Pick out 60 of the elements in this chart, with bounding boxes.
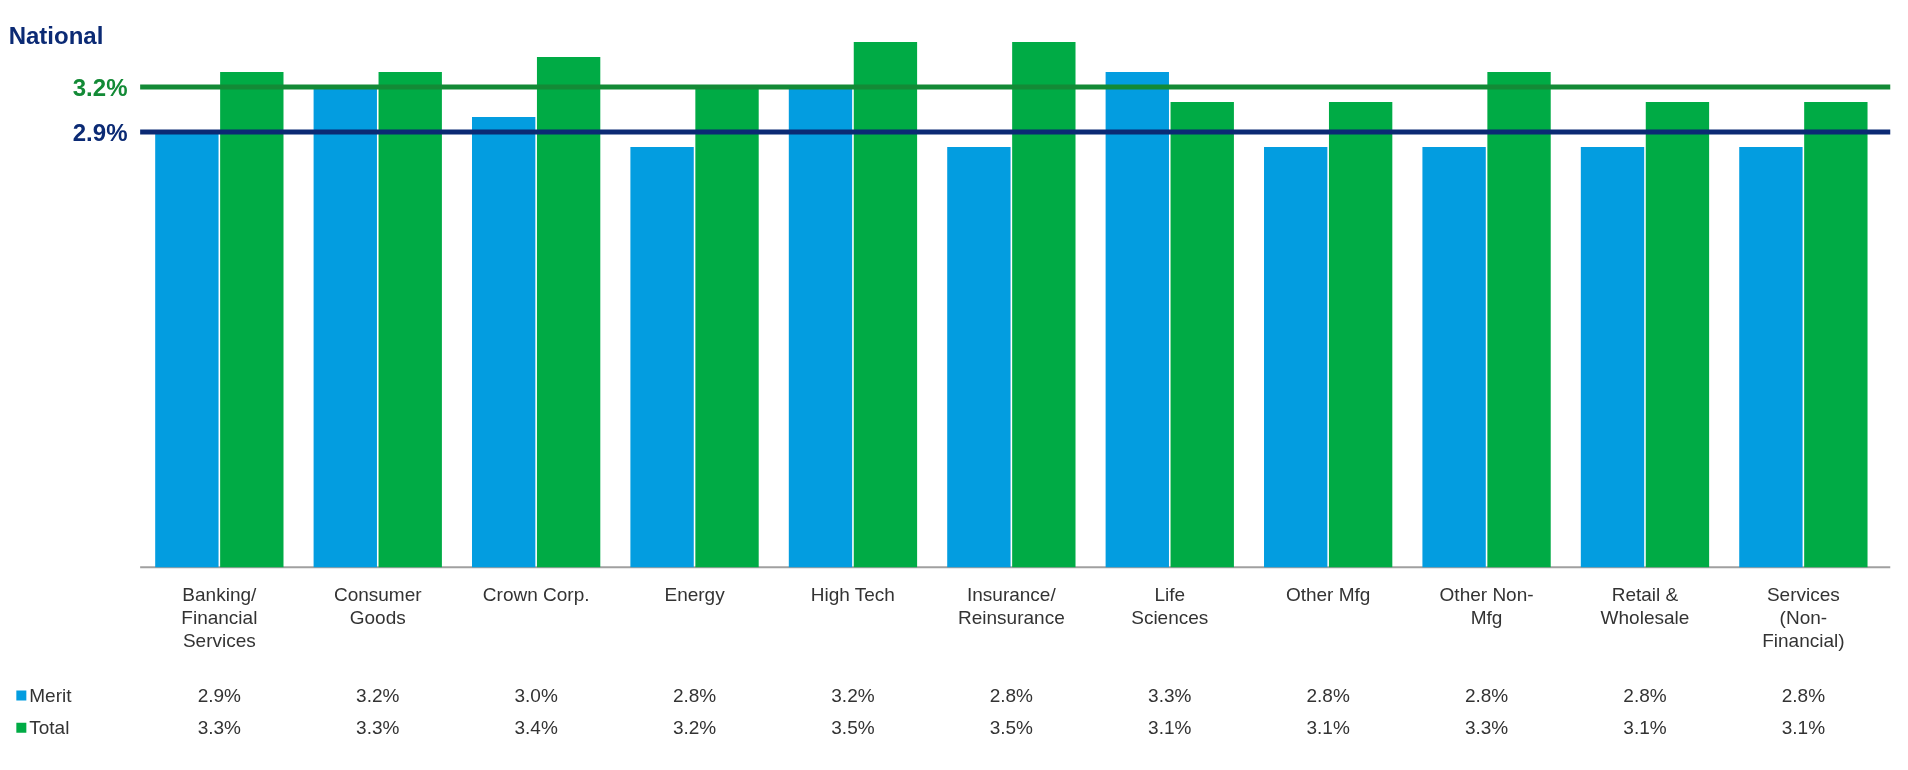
- x-tick-label: Life Sciences: [1131, 584, 1209, 629]
- bar: [472, 117, 536, 568]
- ref-line-label: 3.2%: [72, 73, 128, 101]
- x-tick-label: High Tech: [810, 584, 895, 606]
- data-label: 3.2%: [831, 684, 875, 706]
- bar: [378, 72, 442, 568]
- data-label: 2.8%: [1306, 684, 1350, 706]
- bar: [220, 72, 284, 568]
- bar: [1580, 147, 1645, 568]
- data-label: 2.8%: [1464, 684, 1509, 706]
- bar: [788, 87, 853, 568]
- bar: [155, 132, 219, 568]
- x-tick-label: Retail & Wholesale: [1600, 584, 1690, 629]
- x-tick-label: Crown Corp.: [482, 584, 590, 606]
- data-label: 3.1%: [1148, 717, 1192, 739]
- data-label: 2.8%: [1623, 684, 1667, 706]
- bar: [1487, 72, 1551, 568]
- x-tick-label: Insurance/Reinsurance: [958, 584, 1065, 629]
- x-tick-label: Other Non-Mfg: [1439, 584, 1534, 629]
- data-label: 3.3%: [197, 717, 242, 739]
- bar: [853, 42, 918, 568]
- bar: [1804, 102, 1868, 568]
- data-label: 3.5%: [989, 717, 1034, 739]
- data-label: 3.3%: [1148, 684, 1192, 706]
- bar: [1170, 102, 1234, 568]
- bar: [1422, 147, 1486, 568]
- bar: [1328, 102, 1393, 568]
- data-label: 3.5%: [831, 717, 875, 739]
- data-label: 3.0%: [514, 684, 558, 706]
- legend-label: Merit: [29, 684, 73, 706]
- data-label: 2.9%: [197, 684, 242, 706]
- legend-label: Total: [29, 717, 70, 739]
- data-label: 2.8%: [989, 684, 1034, 706]
- x-tick-label: Other Mfg: [1285, 584, 1371, 606]
- data-label: 2.8%: [672, 684, 717, 706]
- data-label: 3.2%: [356, 684, 400, 706]
- x-tick-label: Banking/Financial Services: [181, 584, 258, 652]
- bar: [536, 57, 601, 568]
- x-tick-label: Services (Non-Financial): [1762, 584, 1845, 652]
- ref-line-label: 2.9%: [72, 118, 128, 146]
- data-label: 3.1%: [1781, 717, 1826, 739]
- data-label: 3.1%: [1306, 717, 1350, 739]
- data-label: 2.8%: [1781, 684, 1826, 706]
- data-label: 3.4%: [514, 717, 558, 739]
- bar: [1645, 102, 1710, 568]
- data-label: 3.2%: [672, 717, 717, 739]
- bar: [947, 147, 1011, 568]
- bar: [1105, 72, 1169, 568]
- data-label: 3.1%: [1623, 717, 1667, 739]
- bar: [313, 87, 377, 568]
- bar: [1264, 147, 1328, 568]
- bar: [630, 147, 694, 568]
- x-tick-label: Energy: [664, 584, 726, 606]
- bar: [695, 87, 759, 568]
- data-label: 3.3%: [356, 717, 400, 739]
- data-label: 3.3%: [1464, 717, 1509, 739]
- bar: [1739, 147, 1803, 568]
- x-tick-label: Consumer Goods: [333, 584, 423, 629]
- bar: [1012, 42, 1076, 568]
- text: National: [8, 22, 104, 50]
